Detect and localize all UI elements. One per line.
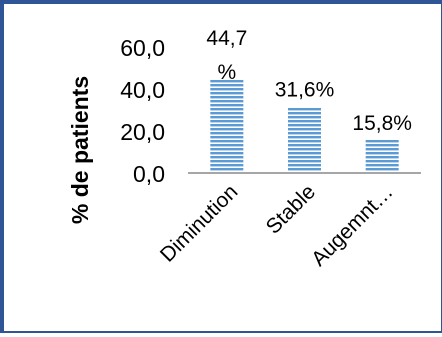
x-category-label: Diminution — [156, 180, 242, 266]
y-axis-title: % de patients — [67, 76, 93, 224]
y-tick-label: 20,0 — [120, 119, 165, 145]
bars — [210, 79, 399, 173]
data-labels: 44,7 % 31,6% 15,8% — [206, 27, 412, 135]
x-category-label: Stable — [262, 180, 320, 238]
y-axis-ticks: 0,0 20,0 40,0 60,0 — [120, 35, 165, 187]
y-tick-label: 0,0 — [133, 161, 165, 187]
bar-chart: % de patients 0,0 20,0 40,0 60,0 44,7 % 31,6%… — [67, 27, 421, 271]
y-tick-label: 40,0 — [120, 77, 165, 103]
bar — [365, 139, 399, 173]
x-category-label: Augemnt… — [307, 180, 398, 271]
data-label: 31,6% — [275, 79, 335, 102]
data-label: 15,8% — [352, 112, 412, 135]
data-label: 44,7% — [206, 27, 247, 84]
bar — [288, 106, 321, 173]
bar — [210, 79, 244, 173]
category-labels: Diminution StableAugemnt… — [156, 180, 398, 271]
y-tick-label: 60,0 — [120, 35, 165, 61]
